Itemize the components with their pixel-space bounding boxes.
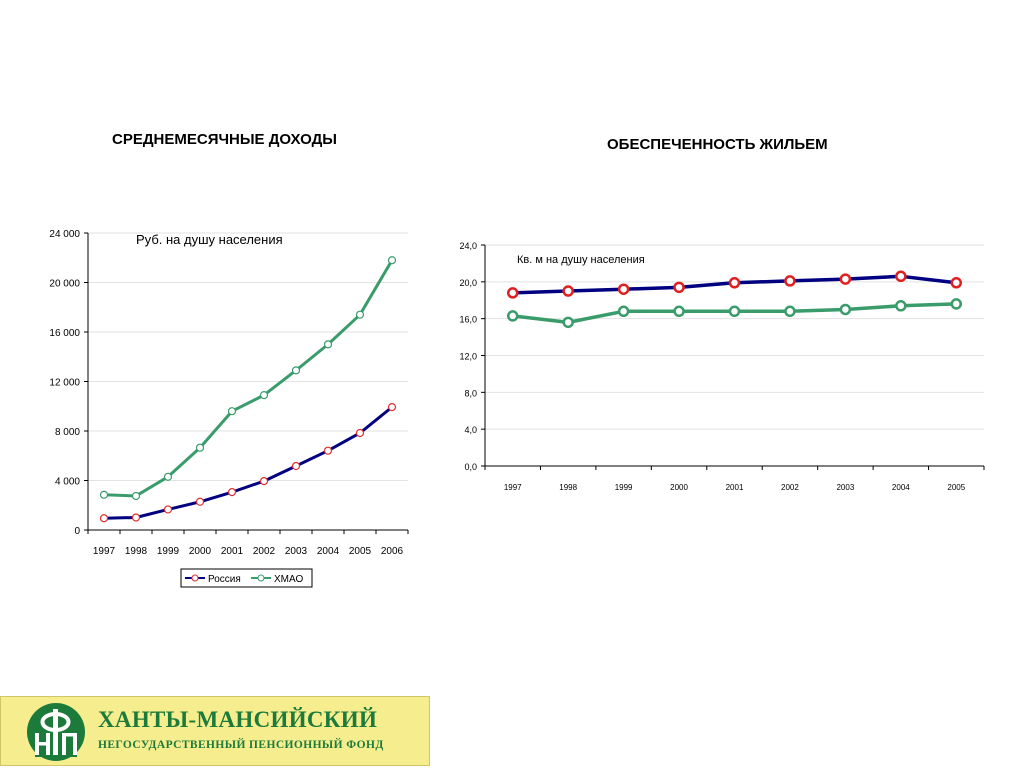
y-tick-label: 0 [74,526,80,537]
data-point [895,300,907,312]
x-tick-label: 2003 [285,546,308,557]
data-point [562,285,574,297]
x-tick-label: 2001 [726,483,744,492]
data-point [784,305,796,318]
legend-swatch-marker [257,574,265,582]
company-logo-banner: ХАНТЫ-МАНСИЙСКИЙ НЕГОСУДАРСТВЕННЫЙ ПЕНСИ… [0,696,430,766]
data-point [728,277,741,289]
x-tick-label: 1999 [157,546,180,557]
y-tick-label: 20,0 [459,278,477,288]
data-point [291,366,301,375]
legend-label: Россия [208,574,241,585]
data-point [506,310,519,322]
data-point [506,287,519,299]
units-annotation: Руб. на душу населения [136,232,283,247]
data-point [673,281,685,294]
data-point [387,403,397,412]
data-point [323,446,333,455]
data-point [728,305,741,318]
x-tick-label: 2001 [221,546,244,557]
data-point [323,340,333,349]
y-tick-label: 0,0 [464,462,477,472]
y-tick-label: 4 000 [55,477,80,488]
fund-name: ХАНТЫ-МАНСИЙСКИЙ [98,707,378,732]
data-point [673,305,685,318]
data-point [131,513,141,522]
data-point [784,275,796,287]
data-point [617,283,630,295]
data-point [227,488,237,497]
legend-label: ХМАО [274,574,303,585]
data-point [355,310,365,319]
data-point [950,277,963,289]
data-point [562,316,574,329]
y-tick-label: 8,0 [464,388,477,398]
data-point [99,490,109,499]
housing-chart-title: ОБЕСПЕЧЕННОСТЬ ЖИЛЬЕМ [607,136,828,153]
data-point [617,305,630,318]
series-line-2 [103,259,394,498]
series-line-1 [103,405,393,520]
y-tick-label: 12,0 [459,352,477,362]
y-tick-label: 20 000 [49,279,80,290]
y-tick-label: 4,0 [464,425,477,435]
data-point [259,391,269,400]
fund-emblem-icon [27,703,85,761]
x-tick-label: 2000 [189,546,212,557]
data-point [895,270,907,283]
data-point [355,428,365,438]
x-tick-label: 1997 [93,546,116,557]
legend-box [180,568,313,588]
data-point [839,273,852,285]
data-point [131,491,141,501]
data-point [839,303,852,316]
x-tick-label: 1998 [559,483,577,492]
x-tick-label: 2005 [947,483,965,492]
data-point [99,514,109,523]
units-annotation: Кв. м на душу населения [517,254,645,266]
data-point [950,298,963,310]
data-point [387,256,397,265]
y-tick-label: 8 000 [55,427,80,438]
income-chart-title: СРЕДНЕМЕСЯЧНЫЕ ДОХОДЫ [112,131,337,148]
y-tick-label: 12 000 [49,378,80,389]
x-tick-label: 2006 [381,546,404,557]
fund-subtitle: НЕГОСУДАРСТВЕННЫЙ ПЕНСИОННЫЙ ФОНД [98,739,384,751]
y-tick-label: 24,0 [459,241,477,251]
x-tick-label: 2004 [317,546,340,557]
data-point [227,407,237,416]
x-tick-label: 1997 [504,483,522,492]
data-point [163,505,173,514]
data-point [163,472,173,481]
x-tick-label: 2005 [349,546,372,557]
y-tick-label: 16 000 [49,328,80,339]
x-tick-label: 1999 [615,483,633,492]
legend-swatch-marker [191,574,199,582]
data-point [195,497,205,506]
x-tick-label: 2002 [253,546,276,557]
x-tick-label: 2003 [836,483,854,492]
x-tick-label: 2004 [892,483,910,492]
data-point [259,477,269,486]
y-tick-label: 16,0 [459,315,477,325]
x-tick-label: 1998 [125,546,148,557]
x-tick-label: 2002 [781,483,799,492]
y-tick-label: 24 000 [49,229,80,240]
data-point [195,443,205,452]
data-point [291,461,301,471]
x-tick-label: 2000 [670,483,688,492]
